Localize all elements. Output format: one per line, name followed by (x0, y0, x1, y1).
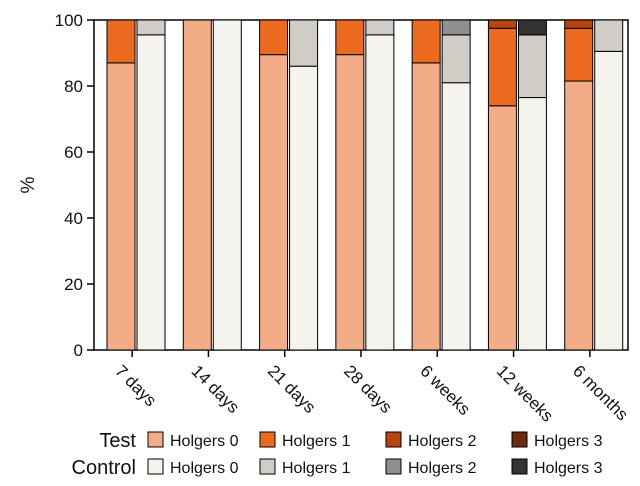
bar-test-holgers-1-6-months (564, 27, 594, 82)
bar-control-holgers-0-6-weeks (441, 82, 471, 351)
bar-control-holgers-0-7-days (136, 34, 166, 351)
y-tick-label: 0 (74, 341, 83, 360)
bar-test-holgers-0-28-days (335, 54, 365, 351)
legend-label-control-holgers-3: Holgers 3 (534, 460, 603, 477)
legend-label-control-holgers-0: Holgers 0 (170, 460, 239, 477)
legend-swatch-control-holgers-2 (385, 458, 402, 475)
bar-control-holgers-1-21-days (289, 19, 319, 67)
bar-control-holgers-3-12-weeks (517, 19, 547, 36)
legend-label-test-holgers-1: Holgers 1 (282, 433, 351, 450)
bar-test-holgers-1-12-weeks (487, 27, 517, 107)
bar-test-holgers-0-14-days (182, 19, 212, 351)
bar-control-holgers-0-14-days (212, 19, 242, 351)
x-tick-label: 6 weeks (416, 361, 474, 419)
y-tick-label: 20 (64, 275, 83, 294)
legend: Test Holgers 0 Holgers 1 Holgers 2 Holgers 3… (72, 430, 603, 479)
x-tick-label: 12 weeks (493, 361, 557, 425)
bar-control-holgers-0-6-months (594, 50, 624, 351)
bar-test-holgers-2-6-months (564, 19, 594, 29)
legend-label-control-holgers-1: Holgers 1 (282, 460, 351, 477)
x-tick-label: 21 days (264, 361, 320, 417)
bar-test-holgers-2-12-weeks (487, 19, 517, 29)
bar-control-holgers-1-7-days (136, 19, 166, 36)
bar-control-holgers-0-21-days (289, 65, 319, 351)
bar-test-holgers-0-12-weeks (487, 105, 517, 351)
bar-test-holgers-0-21-days (259, 54, 289, 351)
legend-label-test-holgers-2: Holgers 2 (408, 433, 477, 450)
x-tick-label: 7 days (111, 361, 160, 410)
bars (106, 19, 624, 351)
bar-control-holgers-0-12-weeks (517, 97, 547, 351)
y-tick-label: 40 (64, 209, 83, 228)
legend-label-control-holgers-2: Holgers 2 (408, 460, 477, 477)
bar-test-holgers-0-6-months (564, 80, 594, 351)
bar-control-holgers-1-6-weeks (441, 34, 471, 84)
bar-test-holgers-1-6-weeks (411, 19, 441, 64)
legend-label-test-holgers-0: Holgers 0 (170, 433, 239, 450)
y-axis-label: % (18, 176, 39, 193)
legend-swatch-control-holgers-3 (511, 458, 528, 475)
y-tick-label: 80 (64, 77, 83, 96)
bar-test-holgers-1-7-days (106, 19, 136, 64)
bar-test-holgers-1-21-days (259, 19, 289, 56)
legend-group-control: Control (72, 457, 136, 479)
legend-swatch-test-holgers-0 (147, 431, 164, 448)
y-tick-label: 60 (64, 143, 83, 162)
legend-swatch-test-holgers-2 (385, 431, 402, 448)
bar-test-holgers-1-28-days (335, 19, 365, 56)
bar-test-holgers-0-7-days (106, 62, 136, 351)
legend-label-test-holgers-3: Holgers 3 (534, 433, 603, 450)
bar-control-holgers-1-28-days (365, 19, 395, 36)
legend-swatch-test-holgers-1 (259, 431, 276, 448)
legend-swatch-control-holgers-0 (147, 458, 164, 475)
x-tick-label: 14 days (188, 361, 244, 417)
bar-control-holgers-2-6-weeks (441, 19, 471, 36)
bar-test-holgers-0-6-weeks (411, 62, 441, 351)
x-tick-label: 28 days (340, 361, 396, 417)
bar-control-holgers-0-28-days (365, 34, 395, 351)
legend-swatch-test-holgers-3 (511, 431, 528, 448)
bar-control-holgers-1-6-months (594, 19, 624, 52)
legend-group-test: Test (99, 430, 136, 452)
x-tick-label: 6 months (569, 361, 632, 424)
bar-control-holgers-1-12-weeks (517, 34, 547, 99)
y-tick-label: 100 (55, 11, 83, 30)
legend-swatch-control-holgers-1 (259, 458, 276, 475)
